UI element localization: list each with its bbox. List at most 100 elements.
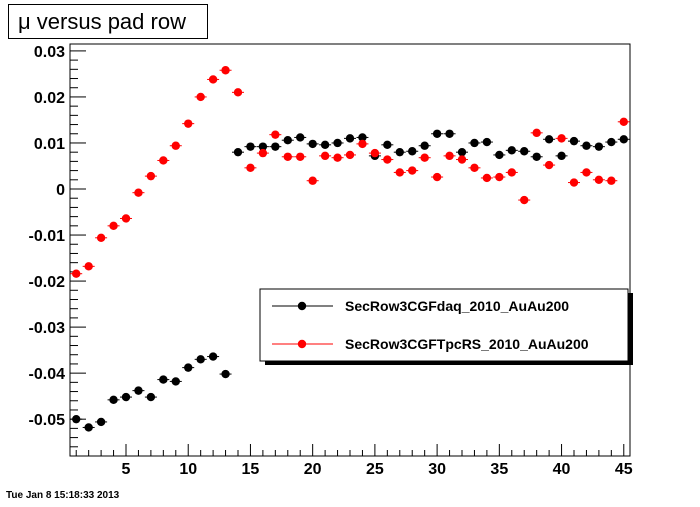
data-point-tpcrs xyxy=(72,269,81,278)
x-tick-label: 45 xyxy=(615,461,633,478)
x-tick-label: 30 xyxy=(428,461,446,478)
data-point-daq xyxy=(134,386,143,395)
y-tick-label: -0.04 xyxy=(29,366,66,383)
data-point-daq xyxy=(146,392,156,402)
data-point-tpcrs xyxy=(96,233,106,243)
data-point-tpcrs xyxy=(370,148,380,158)
plot-frame xyxy=(69,43,631,457)
y-tick-label: 0.03 xyxy=(34,44,65,61)
data-point-daq xyxy=(208,352,218,361)
data-point-tpcrs xyxy=(395,168,404,177)
x-tick-label: 35 xyxy=(490,461,508,478)
data-point-tpcrs xyxy=(121,214,131,223)
data-point-tpcrs xyxy=(146,171,156,181)
data-point-daq xyxy=(333,138,342,148)
data-point-tpcrs xyxy=(594,175,604,184)
data-point-tpcrs xyxy=(544,160,554,170)
chart-title: μ versus pad row xyxy=(8,4,208,39)
data-point-tpcrs xyxy=(283,152,292,161)
data-point-tpcrs xyxy=(109,221,118,231)
data-point-tpcrs xyxy=(345,150,355,160)
data-point-daq xyxy=(482,137,492,147)
data-point-daq xyxy=(196,355,205,364)
x-tick-label: 25 xyxy=(366,461,384,478)
legend-marker xyxy=(297,339,307,349)
data-point-daq xyxy=(184,363,193,372)
data-point-daq xyxy=(520,147,529,156)
data-point-tpcrs xyxy=(159,156,168,165)
data-point-tpcrs xyxy=(258,148,268,158)
x-tick-label: 15 xyxy=(242,461,260,478)
data-point-tpcrs xyxy=(184,119,193,128)
data-point-daq xyxy=(72,414,81,424)
data-point-tpcrs xyxy=(619,117,628,126)
data-point-tpcrs xyxy=(221,66,230,75)
data-point-daq xyxy=(221,369,230,379)
data-point-tpcrs xyxy=(84,262,93,271)
data-point-daq xyxy=(457,147,467,157)
data-point-daq xyxy=(345,134,355,143)
data-point-daq xyxy=(607,137,616,147)
data-point-daq xyxy=(432,129,442,138)
timestamp: Tue Jan 8 15:18:33 2013 xyxy=(6,490,120,501)
data-point-daq xyxy=(532,152,541,161)
data-point-tpcrs xyxy=(246,163,255,173)
data-point-tpcrs xyxy=(208,75,218,84)
y-tick-label: 0 xyxy=(56,182,65,199)
data-point-daq xyxy=(233,147,243,157)
data-point-tpcrs xyxy=(420,153,429,162)
data-point-tpcrs xyxy=(271,130,280,139)
data-point-daq xyxy=(271,142,280,151)
data-point-tpcrs xyxy=(520,195,529,205)
data-point-tpcrs xyxy=(532,128,541,138)
data-point-daq xyxy=(109,395,118,405)
data-point-tpcrs xyxy=(196,92,205,102)
data-point-tpcrs xyxy=(482,173,492,183)
data-point-tpcrs xyxy=(358,139,367,149)
data-point-daq xyxy=(246,142,255,151)
legend-marker xyxy=(297,301,307,311)
data-point-daq xyxy=(408,147,417,156)
data-point-tpcrs xyxy=(308,176,317,185)
data-point-tpcrs xyxy=(320,151,330,161)
data-point-daq xyxy=(569,136,579,146)
data-point-daq xyxy=(308,139,317,149)
data-point-daq xyxy=(283,136,292,145)
data-point-tpcrs xyxy=(557,134,566,143)
data-point-tpcrs xyxy=(470,163,479,173)
data-point-daq xyxy=(121,392,131,402)
data-point-tpcrs xyxy=(233,88,243,97)
data-point-daq xyxy=(383,140,392,150)
data-point-tpcrs xyxy=(296,152,305,161)
data-point-tpcrs xyxy=(457,155,467,164)
legend-entry: SecRow3CGFdaq_2010_AuAu200 xyxy=(345,298,569,314)
y-tick-label: 0.01 xyxy=(34,136,65,153)
data-point-daq xyxy=(582,141,591,150)
data-point-daq xyxy=(320,140,330,150)
data-point-daq xyxy=(84,423,93,432)
x-tick-label: 40 xyxy=(553,461,571,478)
data-point-daq xyxy=(594,142,604,151)
y-tick-label: 0.02 xyxy=(34,90,65,107)
data-point-daq xyxy=(544,135,554,144)
data-point-daq xyxy=(395,147,404,157)
data-point-daq xyxy=(171,377,180,386)
data-point-daq xyxy=(258,142,268,151)
y-tick-label: -0.05 xyxy=(29,412,66,429)
data-point-daq xyxy=(507,146,516,155)
data-point-tpcrs xyxy=(408,166,417,175)
x-tick-label: 20 xyxy=(304,461,322,478)
data-point-daq xyxy=(470,138,479,148)
legend-box xyxy=(259,288,629,362)
data-point-daq xyxy=(495,150,504,160)
data-point-daq xyxy=(159,375,168,384)
data-point-tpcrs xyxy=(432,172,442,182)
data-point-tpcrs xyxy=(607,176,616,185)
data-point-tpcrs xyxy=(134,188,143,197)
data-point-tpcrs xyxy=(171,141,180,150)
y-tick-label: -0.03 xyxy=(29,320,66,337)
data-point-daq xyxy=(420,141,429,150)
legend-entry: SecRow3CGFTpcRS_2010_AuAu200 xyxy=(345,336,589,352)
y-tick-label: -0.01 xyxy=(29,228,66,245)
